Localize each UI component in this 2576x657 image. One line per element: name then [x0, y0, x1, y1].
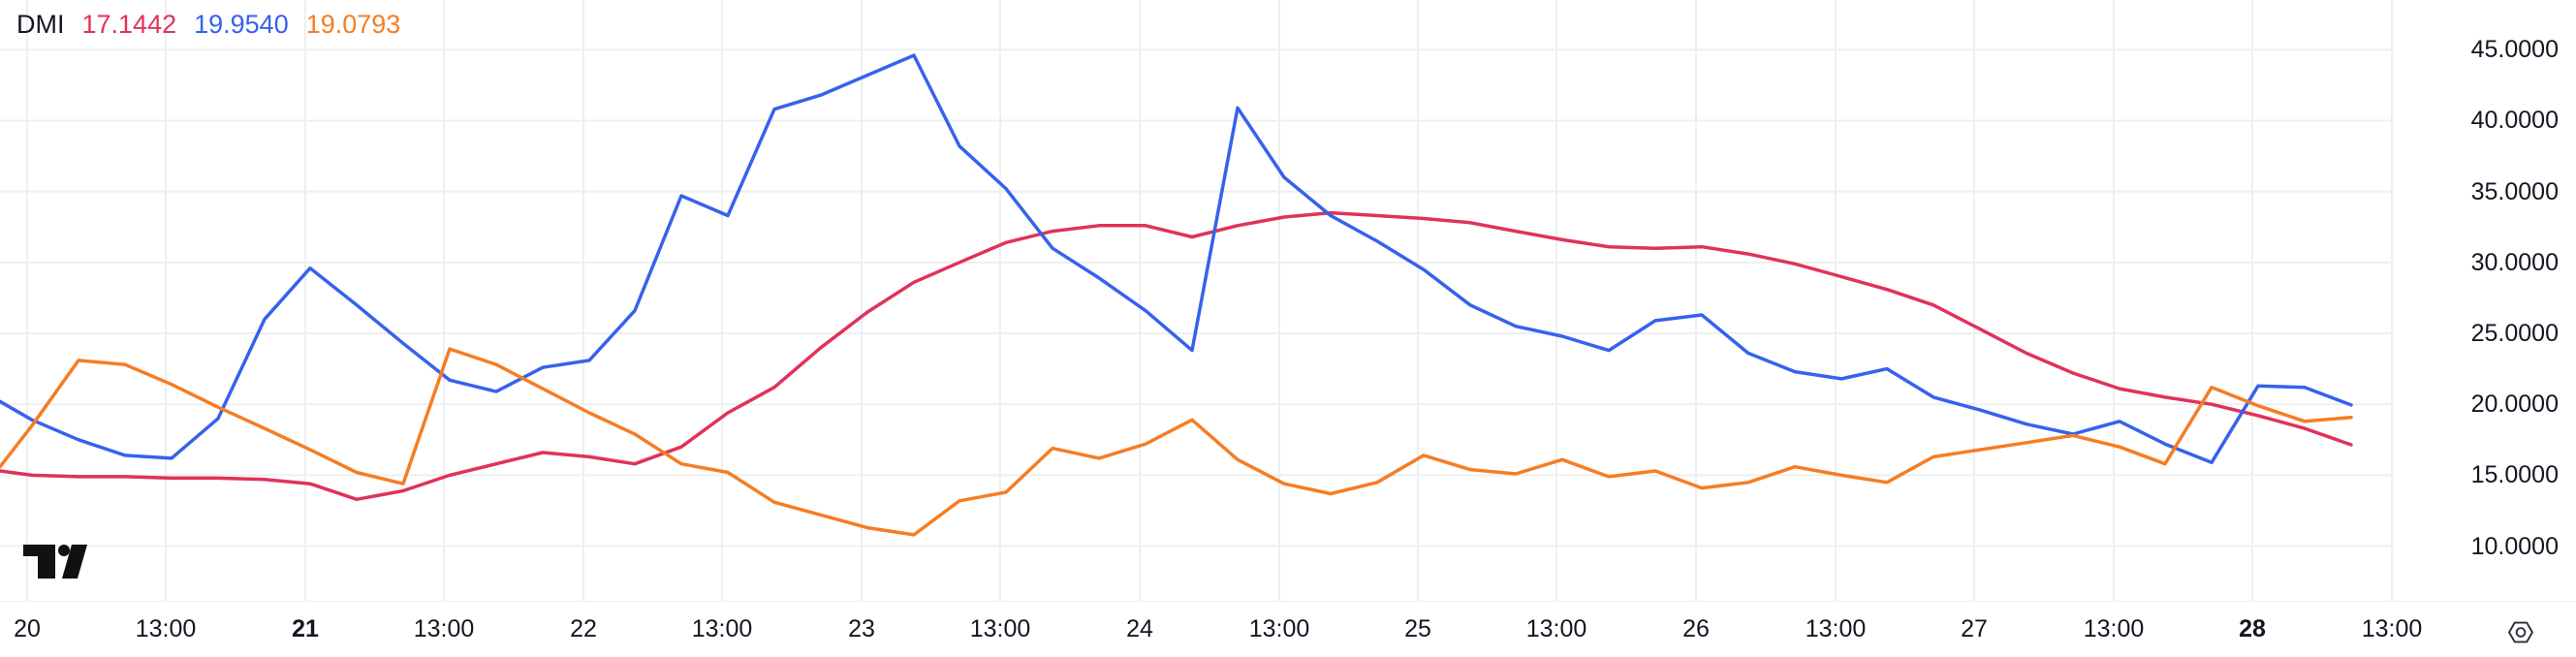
- price-axis-label: 10.0000: [2470, 532, 2559, 560]
- indicator-name: DMI: [16, 9, 65, 39]
- price-axis-label: 45.0000: [2470, 36, 2559, 64]
- tradingview-logo[interactable]: [23, 543, 87, 579]
- series-line-adx: [0, 210, 2353, 502]
- time-axis-label: 20: [14, 615, 41, 642]
- time-axis-label: 13:00: [969, 615, 1031, 642]
- series-line-+di: [0, 53, 2353, 465]
- time-axis-label: 24: [1126, 615, 1153, 642]
- dmi-plot-svg[interactable]: [0, 0, 2394, 601]
- time-axis-label: 13:00: [1248, 615, 1310, 642]
- time-axis-label: 13:00: [2361, 615, 2423, 642]
- price-axis-label: 35.0000: [2470, 177, 2559, 205]
- time-axis-label: 22: [570, 615, 597, 642]
- chart-settings-icon[interactable]: [2506, 620, 2535, 644]
- time-axis-label: 13:00: [691, 615, 753, 642]
- time-axis-label: 28: [2239, 615, 2266, 642]
- price-axis-label: 20.0000: [2470, 391, 2559, 419]
- time-axis-label: 13:00: [413, 615, 475, 642]
- time-axis-label: 27: [1961, 615, 1988, 642]
- plus-di-value: 19.9540: [194, 9, 289, 39]
- price-axis-label: 15.0000: [2470, 461, 2559, 489]
- indicator-legend: DMI 17.1442 19.9540 19.0793: [16, 8, 400, 41]
- adx-value: 17.1442: [81, 9, 177, 39]
- chart-plot-area[interactable]: [0, 0, 2394, 601]
- time-axis-label: 21: [292, 615, 319, 642]
- time-axis-label: 25: [1404, 615, 1431, 642]
- series-line--di: [0, 347, 2353, 537]
- time-axis-label: 13:00: [2083, 615, 2145, 642]
- price-axis-label: 25.0000: [2470, 320, 2559, 348]
- time-axis-label: 13:00: [1525, 615, 1587, 642]
- time-axis-label: 26: [1682, 615, 1710, 642]
- price-axis-label: 40.0000: [2470, 107, 2559, 135]
- time-axis-label: 23: [848, 615, 875, 642]
- price-axis-label: 30.0000: [2470, 248, 2559, 276]
- price-axis[interactable]: 45.0000 40.0000 35.0000 30.0000 25.0000 20.00…: [2394, 0, 2576, 601]
- minus-di-value: 19.0793: [305, 9, 401, 39]
- time-axis-label: 13:00: [1805, 615, 1867, 642]
- time-axis-label: 13:00: [135, 615, 197, 642]
- time-axis[interactable]: 20 13:00 21 13:00 22 13:00 23 13:00 24 13:00 25 13:…: [0, 601, 2576, 657]
